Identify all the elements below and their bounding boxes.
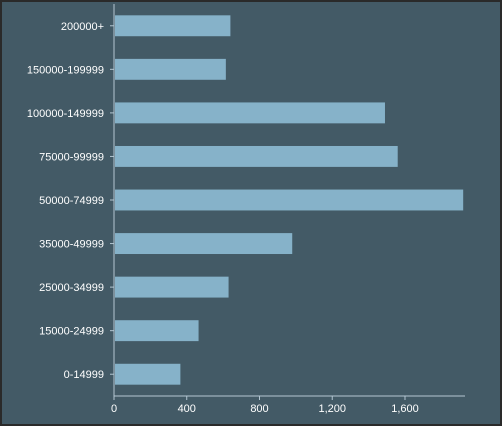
bar-35000-49999[interactable] (115, 233, 293, 255)
bar-15000-24999[interactable] (115, 320, 199, 342)
y-tick-label: 15000-24999 (39, 326, 104, 338)
y-tick-label: 200000+ (61, 21, 104, 33)
bar-50000-74999[interactable] (115, 189, 464, 211)
bar-150000-199999[interactable] (115, 58, 226, 80)
bar-0-14999[interactable] (115, 363, 181, 385)
y-tick-label: 75000-99999 (39, 151, 104, 163)
bar-25000-34999[interactable] (115, 276, 229, 298)
x-tick-label: 800 (250, 403, 268, 415)
y-tick-label: 0-14999 (64, 369, 104, 381)
y-tick-label: 100000-149999 (27, 108, 104, 120)
x-tick-label: 0 (111, 403, 117, 415)
y-tick-label: 150000-199999 (27, 64, 104, 76)
y-tick-label: 35000-49999 (39, 239, 104, 251)
x-tick-label: 400 (178, 403, 196, 415)
y-tick-label: 25000-34999 (39, 282, 104, 294)
bar-75000-99999[interactable] (115, 145, 398, 167)
x-tick-label: 1,600 (391, 403, 419, 415)
bar-200000+[interactable] (115, 15, 231, 37)
bar-100000-149999[interactable] (115, 102, 385, 124)
x-tick-label: 1,200 (318, 403, 346, 415)
y-tick-label: 50000-74999 (39, 195, 104, 207)
